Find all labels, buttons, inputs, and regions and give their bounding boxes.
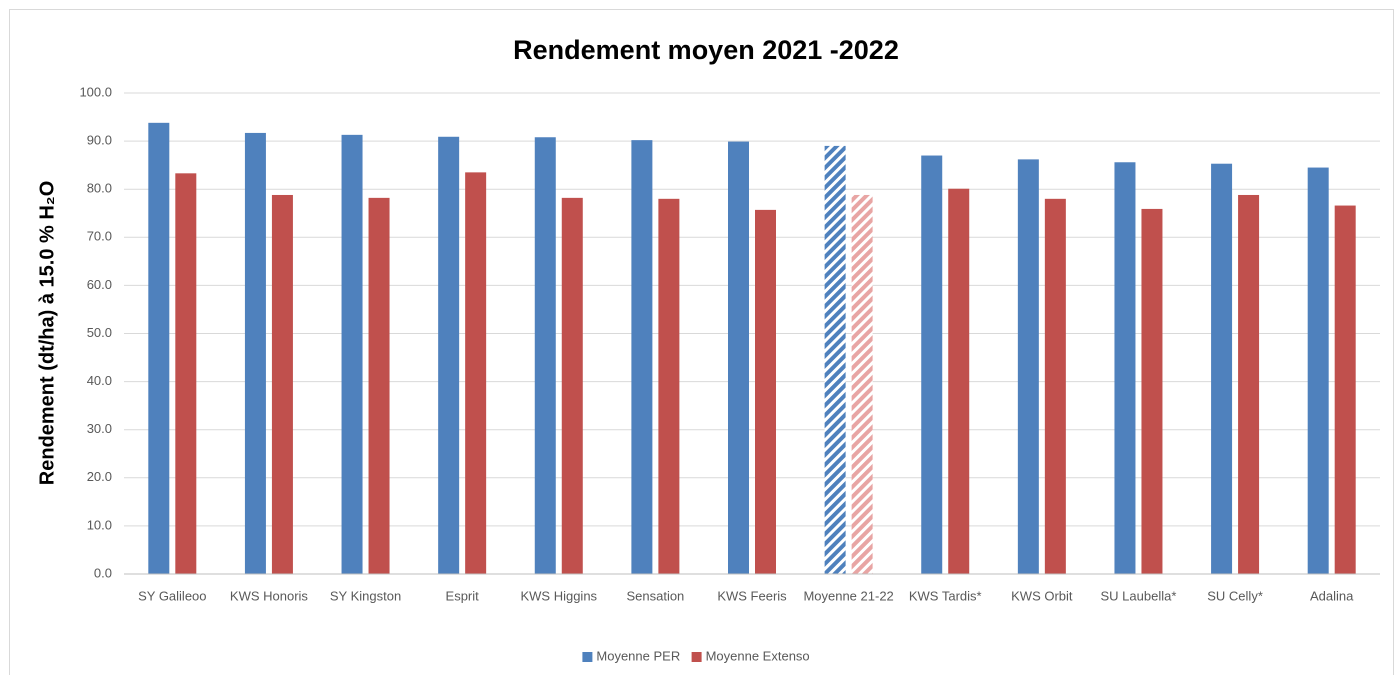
bar <box>921 155 943 574</box>
bar <box>341 134 363 575</box>
bar <box>1114 162 1136 574</box>
y-tick-label: 90.0 <box>87 133 112 148</box>
x-tick-label: SY Kingston <box>330 588 401 603</box>
x-tick-label: Moyenne 21-22 <box>803 588 893 603</box>
x-tick-label: SU Laubella* <box>1101 588 1177 603</box>
bar <box>438 136 460 574</box>
legend-label: Moyenne PER <box>596 648 680 663</box>
y-tick-label: 80.0 <box>87 181 112 196</box>
bar <box>271 194 293 575</box>
bar <box>824 145 846 574</box>
y-tick-label: 70.0 <box>87 229 112 244</box>
bar <box>1307 167 1329 574</box>
y-tick-label: 30.0 <box>87 421 112 436</box>
bar <box>175 173 197 574</box>
bar <box>728 141 749 574</box>
legend-label: Moyenne Extenso <box>706 648 810 663</box>
bar <box>755 209 776 574</box>
x-tick-label: KWS Higgins <box>520 588 597 603</box>
bar <box>561 197 583 574</box>
y-tick-label: 10.0 <box>87 517 112 532</box>
bar <box>1044 198 1066 574</box>
x-tick-label: KWS Feeris <box>717 588 787 603</box>
x-tick-label: SY Galileoo <box>138 588 206 603</box>
x-tick-label: KWS Honoris <box>230 588 309 603</box>
bar <box>465 172 487 575</box>
y-axis-label: Rendement (dt/ha) à 15.0 % H₂O <box>36 181 58 486</box>
legend-swatch <box>582 652 593 662</box>
x-tick-label: Esprit <box>446 588 480 603</box>
bar <box>534 137 556 574</box>
x-tick-label: Sensation <box>626 588 684 603</box>
bar <box>368 197 390 574</box>
y-tick-label: 50.0 <box>87 325 112 340</box>
y-tick-label: 40.0 <box>87 373 112 388</box>
legend-swatch <box>691 652 702 662</box>
bar <box>148 122 170 575</box>
y-tick-label: 20.0 <box>87 469 112 484</box>
bar <box>1017 159 1039 575</box>
x-tick-label: KWS Tardis* <box>909 588 982 603</box>
bar <box>631 140 653 574</box>
bar <box>1334 205 1356 574</box>
x-tick-label: KWS Orbit <box>1011 588 1073 603</box>
y-tick-label: 0.0 <box>94 565 112 580</box>
bar <box>244 132 266 574</box>
x-tick-label: Adalina <box>1310 588 1354 603</box>
bar <box>658 198 680 574</box>
chart-title: Rendement moyen 2021 -2022 <box>513 35 899 65</box>
x-tick-label: SU Celly* <box>1207 588 1263 603</box>
bar <box>851 194 873 575</box>
chart-border <box>9 9 1394 675</box>
bar <box>1211 163 1233 574</box>
y-tick-label: 60.0 <box>87 277 112 292</box>
bar <box>1238 194 1260 575</box>
bar <box>948 188 970 574</box>
bar <box>1141 208 1163 574</box>
y-tick-label: 100.0 <box>79 84 112 99</box>
